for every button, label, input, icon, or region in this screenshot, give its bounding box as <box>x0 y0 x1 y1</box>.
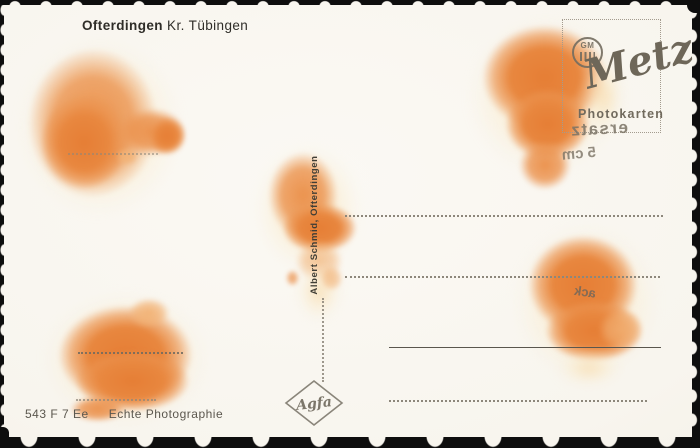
scan-edge-top <box>0 0 700 5</box>
publisher-imprint-vertical: Albert Schmid, Ofterdingen <box>309 155 320 295</box>
stain-blob <box>286 270 299 286</box>
address-line-3-solid <box>389 347 661 348</box>
offset-line-left-mid <box>78 352 183 354</box>
divider-vertical-line <box>322 298 324 382</box>
scan-edge-corner-top-right <box>687 0 700 13</box>
stain-blob <box>598 308 644 350</box>
scan-edge-corner-bottom-left <box>0 427 9 448</box>
metz-photokarten-label: Photokarten <box>578 107 665 121</box>
offset-line-left-bottom <box>76 399 156 401</box>
mirrored-offset-text-5cm: 5 cm <box>561 143 597 164</box>
footer-imprint: 543 F 7 Ee Echte Photographie <box>25 407 223 421</box>
footer-code: 543 F 7 Ee <box>25 407 89 421</box>
address-line-1 <box>345 215 663 217</box>
metz-monogram-text: GM <box>580 41 595 50</box>
scan-edge-bottom <box>0 437 700 448</box>
stain-blob <box>320 266 343 291</box>
footer-label: Echte Photographie <box>108 407 224 421</box>
mirrored-offset-text-ersatz: ersatz <box>569 117 629 140</box>
stamp-box: GM Metz Photokarten <box>562 19 698 133</box>
stain-blob <box>148 117 186 155</box>
caption-place-title: Ofterdingen Kr. Tübingen <box>82 18 248 33</box>
stain-blob <box>116 148 138 165</box>
stain-blob <box>128 298 170 328</box>
offset-line-left-top <box>68 153 158 155</box>
metz-monogram-logo: GM <box>572 37 603 68</box>
agfa-logo-text: Agfa <box>294 394 333 414</box>
address-line-4 <box>389 400 647 402</box>
stain-blob <box>585 60 621 132</box>
metz-monogram-bars <box>580 52 595 61</box>
stain-blob <box>558 352 620 384</box>
place-district: Kr. Tübingen <box>162 18 249 33</box>
scan-edge-left <box>0 0 4 448</box>
agfa-diamond-logo: Agfa <box>284 379 344 427</box>
scan-edge-right <box>692 0 700 448</box>
metz-brand-script: Metz <box>578 24 698 99</box>
place-name-bold: Ofterdingen <box>82 18 163 33</box>
stain-blob <box>40 95 128 190</box>
stain-blob <box>519 140 571 190</box>
address-line-2 <box>345 276 660 278</box>
